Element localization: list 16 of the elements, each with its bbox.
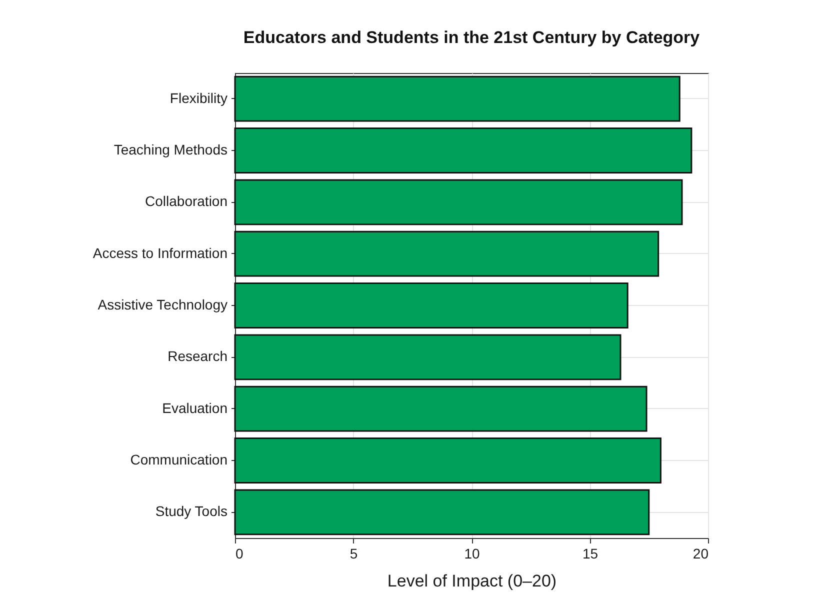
- chart-title: Educators and Students in the 21st Century by Category: [243, 28, 700, 47]
- y-tick-label: Communication: [130, 452, 228, 468]
- x-axis-title: Level of Impact (0–20): [387, 572, 557, 590]
- y-tick-label: Evaluation: [162, 400, 228, 416]
- y-tick-label: Assistive Technology: [98, 296, 228, 312]
- y-tick-label: Flexibility: [170, 90, 228, 106]
- x-tick-label: 0: [236, 546, 244, 562]
- y-tick-label: Study Tools: [155, 503, 228, 520]
- y-tick-label: Collaboration: [145, 193, 228, 210]
- x-tick-label: 20: [692, 546, 709, 562]
- x-tick-label: 15: [582, 546, 598, 562]
- y-tick-label: Teaching Methods: [114, 142, 228, 158]
- x-tick-label: 10: [464, 546, 480, 562]
- x-tick-label: 5: [350, 546, 358, 562]
- y-tick-label: Research: [168, 348, 228, 364]
- y-tick-label: Access to Information: [92, 244, 228, 261]
